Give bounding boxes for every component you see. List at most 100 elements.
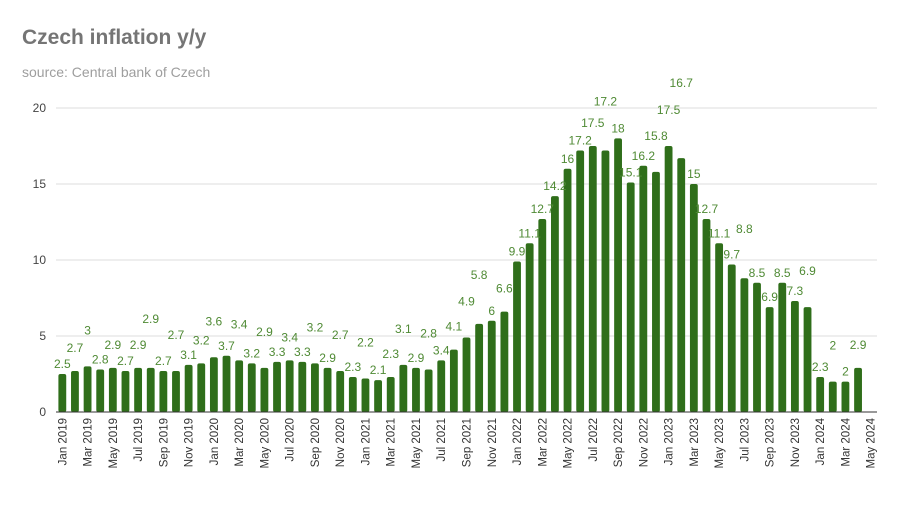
x-tick-label: Nov 2023 — [790, 418, 802, 467]
bar — [449, 349, 458, 412]
bar — [765, 307, 774, 412]
data-label: 2.9 — [319, 351, 336, 365]
bar — [677, 158, 686, 412]
data-label: 17.5 — [657, 103, 681, 117]
data-label: 2.7 — [155, 354, 172, 368]
x-tick-label: Mar 2023 — [689, 418, 701, 467]
x-tick-label: Jan 2024 — [815, 417, 827, 465]
data-label: 17.5 — [581, 116, 605, 130]
bar — [778, 282, 787, 412]
x-tick-label: Mar 2022 — [537, 418, 549, 467]
bar — [298, 361, 307, 412]
bar — [311, 363, 319, 412]
bar — [487, 320, 496, 412]
data-label: 6.9 — [799, 264, 816, 278]
bar — [601, 150, 610, 412]
bar — [525, 243, 534, 412]
x-tick-label: Mar 2024 — [840, 417, 852, 466]
bar — [803, 307, 812, 412]
bar — [96, 369, 105, 412]
x-tick-label: Sep 2020 — [310, 418, 322, 467]
data-label: 2.8 — [420, 326, 437, 340]
data-label: 12.7 — [531, 202, 555, 216]
bar — [753, 282, 761, 412]
bar — [475, 323, 484, 412]
y-tick-label: 0 — [39, 405, 46, 419]
bar — [323, 367, 332, 412]
data-label: 2.9 — [408, 351, 425, 365]
bar — [172, 370, 180, 412]
data-label: 16.2 — [632, 149, 656, 163]
x-tick-label: Jan 2023 — [664, 418, 676, 465]
data-label: 17.2 — [594, 95, 618, 109]
data-label: 16 — [561, 152, 575, 166]
bar — [576, 150, 585, 412]
data-label: 2.7 — [117, 354, 134, 368]
x-tick-label: May 2021 — [411, 418, 423, 469]
bar — [563, 168, 572, 412]
x-tick-label: Jan 2020 — [209, 418, 221, 465]
bar — [83, 366, 92, 412]
data-label: 3.3 — [294, 345, 311, 359]
bar — [854, 367, 862, 412]
data-label: 3.4 — [231, 317, 248, 331]
chart-title: Czech inflation y/y — [22, 26, 207, 49]
bar — [285, 360, 294, 412]
data-label: 2.2 — [357, 336, 374, 350]
data-label: 11.1 — [708, 226, 731, 240]
bar — [727, 264, 736, 412]
bar — [197, 363, 206, 412]
data-label: 7.3 — [787, 284, 804, 298]
data-label: 6 — [488, 304, 495, 318]
data-label: 4.1 — [446, 320, 463, 334]
data-label: 16.7 — [670, 76, 694, 90]
bar — [386, 377, 395, 412]
y-tick-label: 5 — [39, 329, 46, 343]
data-label: 3.7 — [218, 339, 235, 353]
bar — [550, 196, 559, 412]
data-label: 15 — [687, 167, 701, 181]
x-tick-label: Mar 2020 — [234, 418, 246, 467]
data-label: 2.9 — [850, 338, 867, 352]
y-tick-label: 20 — [33, 101, 47, 115]
bar — [626, 182, 635, 412]
bar — [790, 301, 799, 412]
data-label: 4.9 — [458, 295, 475, 309]
x-tick-label: May 2022 — [563, 418, 575, 469]
bar — [513, 261, 521, 412]
data-label: 2.3 — [382, 347, 399, 361]
x-tick-label: Jul 2022 — [588, 418, 600, 461]
data-label: 2.8 — [92, 352, 109, 366]
data-label: 2.3 — [344, 360, 361, 374]
x-tick-label: Jan 2021 — [360, 418, 372, 465]
x-tick-label: Nov 2021 — [487, 418, 499, 467]
data-label: 2.9 — [256, 325, 273, 339]
bar — [209, 357, 218, 412]
data-label: 2.5 — [54, 357, 71, 371]
bar — [652, 171, 660, 412]
data-label: 6.6 — [496, 282, 513, 296]
bar — [664, 146, 673, 412]
bar — [108, 367, 117, 412]
bar — [841, 381, 850, 412]
bar — [336, 370, 345, 412]
data-label: 2.3 — [812, 360, 829, 374]
data-label: 3.3 — [269, 345, 286, 359]
data-label: 3.2 — [307, 320, 324, 334]
data-label: 3.4 — [433, 343, 450, 357]
x-tick-label: May 2023 — [714, 418, 726, 469]
x-tick-label: Nov 2022 — [638, 418, 650, 467]
data-label: 14.2 — [543, 179, 567, 193]
x-tick-label: May 2020 — [259, 418, 271, 469]
x-tick-label: Jan 2022 — [512, 418, 524, 465]
data-label: 18 — [611, 121, 625, 135]
bar — [121, 370, 130, 412]
x-tick-label: Jul 2019 — [133, 418, 145, 461]
data-label: 3.2 — [243, 346, 260, 360]
bar — [500, 311, 509, 412]
data-label: 8.8 — [736, 222, 753, 236]
x-tick-label: May 2024 — [866, 417, 878, 468]
data-label: 3.1 — [180, 348, 197, 362]
data-label: 8.5 — [749, 266, 766, 280]
